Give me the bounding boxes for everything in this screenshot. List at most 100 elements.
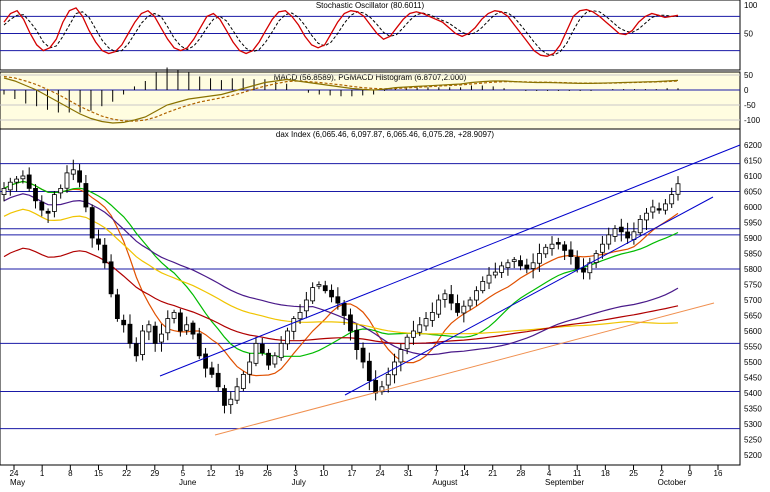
price-tick-label: 6050 — [744, 188, 762, 197]
candle-body — [83, 183, 89, 208]
candle-body — [159, 333, 164, 343]
candle-body — [152, 325, 158, 344]
macd-tick-label: 0 — [744, 86, 749, 95]
candle-body — [329, 289, 334, 298]
candle-body — [436, 299, 442, 315]
x-tick-label: 26 — [263, 469, 272, 478]
moving-average-line — [3, 247, 679, 345]
price-tick-label: 6100 — [744, 172, 762, 181]
price-grid-layer: 6200 6150 6100 6050 6000 5950 5900 5850 5800 5750… — [0, 141, 762, 460]
macd-tick-label: -100 — [744, 116, 761, 125]
price-tick-label: 6000 — [744, 203, 762, 212]
candle-body — [530, 262, 536, 269]
candle-body — [39, 201, 45, 211]
candle-body — [240, 373, 246, 389]
price-tick-label: 5800 — [744, 265, 762, 274]
candle-body — [285, 330, 290, 345]
candle-body — [448, 294, 454, 304]
candle-body — [228, 398, 234, 406]
candle-body — [64, 172, 70, 189]
stochastic-layer: 100 50 — [0, 1, 758, 57]
candle-body — [196, 333, 202, 357]
month-label: October — [658, 478, 687, 487]
candlestick-layer — [1, 159, 681, 414]
month-label: May — [10, 478, 25, 487]
candle-body — [45, 210, 51, 214]
candle-body — [511, 259, 517, 262]
price-tick-label: 5850 — [744, 250, 762, 259]
candle-body — [190, 322, 196, 335]
candle-body — [385, 373, 391, 386]
candle-body — [89, 207, 95, 239]
channel-lower-line — [344, 196, 714, 396]
candle-body — [600, 243, 605, 253]
candle-body — [14, 178, 19, 183]
price-tick-label: 5200 — [744, 451, 762, 460]
candle-body — [455, 303, 460, 313]
candle-body — [58, 187, 64, 194]
candle-body — [429, 311, 435, 321]
candle-body — [669, 194, 675, 205]
moving-average-line — [3, 193, 679, 356]
candle-body — [366, 360, 372, 381]
price-tick-label: 5300 — [744, 420, 762, 429]
macd-title: MACD (56.8589), PGMACD Histogram (6.8707… — [274, 73, 467, 82]
candle-body — [108, 261, 114, 295]
candle-body — [215, 372, 221, 388]
x-tick-label: 16 — [714, 469, 723, 478]
candle-body — [411, 330, 416, 338]
candle-body — [114, 294, 120, 319]
candle-body — [417, 324, 423, 333]
candle-body — [524, 264, 530, 270]
x-tick-label: 14 — [460, 469, 469, 478]
candle-body — [310, 287, 316, 302]
candle-body — [1, 187, 7, 195]
x-tick-label: 2 — [659, 469, 664, 478]
x-tick-label: 9 — [688, 469, 693, 478]
x-tick-label: 31 — [404, 469, 413, 478]
x-tick-label: 17 — [347, 469, 356, 478]
month-label: September — [545, 478, 584, 487]
candle-body — [133, 343, 139, 357]
candle-body — [291, 318, 297, 332]
candle-body — [398, 349, 404, 363]
long-trendline — [214, 302, 715, 436]
candle-body — [663, 203, 668, 211]
candle-body — [51, 194, 57, 212]
candle-body — [177, 312, 183, 332]
price-tick-label: 5750 — [744, 281, 762, 290]
candle-body — [474, 290, 479, 301]
candle-body — [259, 343, 265, 354]
x-tick-label: 24 — [10, 469, 19, 478]
candle-body — [322, 285, 328, 292]
moving-average-layer — [3, 180, 679, 377]
x-tick-label: 5 — [181, 469, 186, 478]
candle-body — [203, 353, 208, 369]
candle-body — [373, 380, 379, 394]
x-tick-label: 25 — [629, 469, 638, 478]
candle-body — [568, 249, 574, 258]
month-label: July — [292, 478, 306, 487]
candle-body — [492, 271, 498, 276]
month-label: August — [432, 478, 458, 487]
candle-body — [549, 243, 555, 250]
candle-body — [379, 386, 385, 393]
candle-body — [234, 386, 240, 401]
price-tick-label: 5250 — [744, 436, 762, 445]
candle-body — [518, 260, 523, 267]
trendline-layer — [159, 144, 741, 436]
price-tick-label: 5650 — [744, 312, 762, 321]
candle-body — [574, 257, 580, 270]
candle-body — [222, 388, 227, 406]
candle-body — [26, 174, 32, 189]
stochastic-d-line — [3, 10, 678, 56]
candle-body — [675, 183, 681, 195]
candle-body — [360, 347, 366, 363]
candle-body — [247, 361, 253, 375]
x-tick-label: 12 — [207, 469, 216, 478]
candle-body — [537, 253, 542, 264]
candle-body — [127, 323, 133, 344]
price-tick-label: 5550 — [744, 343, 762, 352]
candle-body — [505, 262, 511, 269]
